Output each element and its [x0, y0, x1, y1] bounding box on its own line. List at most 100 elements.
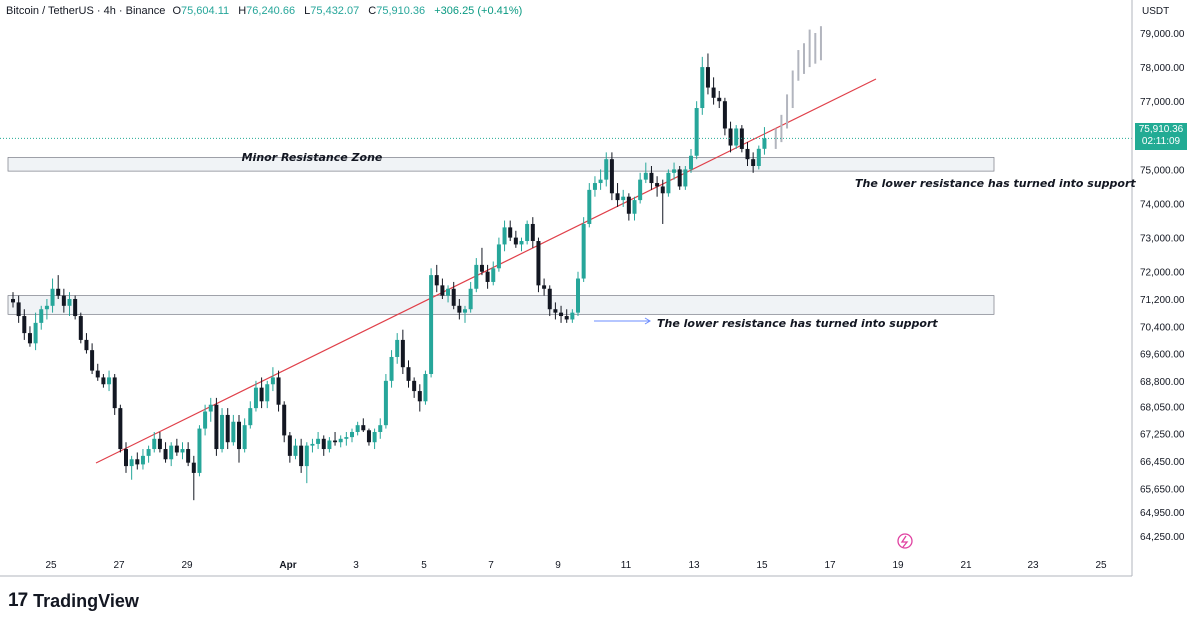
candle: [717, 90, 722, 109]
candle: [626, 193, 631, 221]
candle: [423, 370, 428, 405]
price-tick: 71,200.00: [1140, 295, 1185, 306]
candle: [259, 377, 264, 409]
candle: [180, 442, 185, 460]
date-tick: 11: [621, 560, 632, 571]
candle: [412, 377, 417, 398]
candle: [253, 380, 258, 412]
date-tick: 25: [1095, 560, 1107, 571]
time-axis[interactable]: 25 27 29 Apr 3 5 7 9 11 13 15 17 19 21 23 25: [45, 560, 1107, 571]
candle: [316, 431, 321, 450]
candle: [417, 384, 422, 412]
price-tick: 68,050.00: [1140, 402, 1185, 413]
candle: [655, 176, 660, 197]
zone-0[interactable]: [7, 157, 995, 172]
last-price-tag: 75,910.36 02:11:09: [1135, 123, 1187, 150]
candle: [327, 437, 332, 453]
price-tick: 64,250.00: [1140, 532, 1185, 543]
date-tick: 9: [555, 560, 561, 571]
zone-label: Minor Resistance Zone: [242, 151, 383, 164]
candle: [265, 380, 270, 409]
low-label: L: [304, 5, 311, 17]
date-tick: 27: [113, 560, 125, 571]
candle: [350, 428, 354, 443]
candle: [451, 281, 456, 310]
candle: [140, 449, 145, 470]
date-tick: 25: [45, 560, 57, 571]
price-tick: 66,450.00: [1140, 457, 1185, 468]
tradingview-brand[interactable]: 17 TradingView: [8, 590, 139, 612]
candle: [485, 264, 490, 289]
candle: [372, 428, 377, 450]
price-tick: 68,800.00: [1140, 377, 1185, 388]
candle: [592, 176, 597, 197]
last-price-value: 75,910.36: [1138, 124, 1184, 135]
candle: [78, 312, 83, 344]
note-lower: The lower resistance has turned into sup…: [657, 317, 938, 330]
candle: [457, 298, 462, 320]
price-tick: 74,000.00: [1140, 200, 1185, 211]
candle: [11, 292, 15, 308]
candle: [361, 418, 366, 432]
zone-1[interactable]: [7, 295, 995, 315]
price-tick: 72,000.00: [1140, 268, 1185, 279]
price-axis[interactable]: 79,000.00 78,000.00 77,000.00 75,000.00 74,0…: [1140, 29, 1185, 543]
low-value: 75,432.07: [310, 5, 360, 17]
date-tick: 7: [488, 560, 494, 571]
date-tick: 15: [756, 560, 768, 571]
candle: [214, 397, 219, 456]
candle: [90, 343, 95, 375]
candle: [310, 438, 315, 453]
candle: [660, 179, 665, 224]
candle: [355, 421, 360, 436]
candle: [242, 418, 247, 453]
candle: [208, 397, 213, 422]
candle: [383, 374, 388, 429]
candle: [542, 278, 547, 296]
candle: [570, 309, 575, 323]
candle: [406, 360, 411, 388]
currency-unit[interactable]: USDT: [1142, 6, 1170, 17]
date-tick: 23: [1027, 560, 1039, 571]
candle: [587, 183, 592, 228]
change-value: +306.25 (+0.41%): [434, 5, 523, 17]
date-tick: Apr: [279, 560, 296, 571]
candle: [146, 445, 151, 463]
price-tick: 77,000.00: [1140, 97, 1185, 108]
candle: [287, 431, 292, 463]
candle: [734, 125, 739, 149]
candle: [186, 442, 191, 467]
candle: [378, 418, 383, 439]
lightning-icon[interactable]: [897, 533, 913, 549]
candle: [395, 333, 400, 364]
candle: [491, 261, 496, 286]
candle: [237, 414, 241, 463]
candle: [22, 309, 27, 340]
candle: [711, 77, 716, 105]
bar-countdown: 02:11:09: [1141, 136, 1181, 147]
candle: [344, 431, 349, 446]
open-label: O: [172, 5, 182, 17]
candle: [152, 431, 157, 453]
trendline[interactable]: [95, 78, 877, 464]
candle: [27, 326, 32, 347]
trend-layer: [95, 78, 877, 464]
candle: [672, 162, 677, 180]
date-tick: 3: [353, 560, 359, 571]
candle: [547, 285, 552, 317]
symbol-label[interactable]: Bitcoin / TetherUS · 4h · Binance: [6, 5, 166, 17]
candle: [576, 271, 580, 317]
price-tick: 65,650.00: [1140, 484, 1185, 495]
candle: [496, 237, 501, 272]
tradingview-logo-icon: 17: [8, 590, 28, 611]
price-tick: 70,400.00: [1140, 322, 1185, 333]
candle: [632, 196, 637, 221]
candle: [609, 152, 614, 201]
candles-layer: [11, 53, 767, 501]
candle: [468, 281, 473, 313]
date-tick: 19: [892, 560, 904, 571]
candle: [73, 295, 78, 320]
candle: [683, 165, 688, 190]
